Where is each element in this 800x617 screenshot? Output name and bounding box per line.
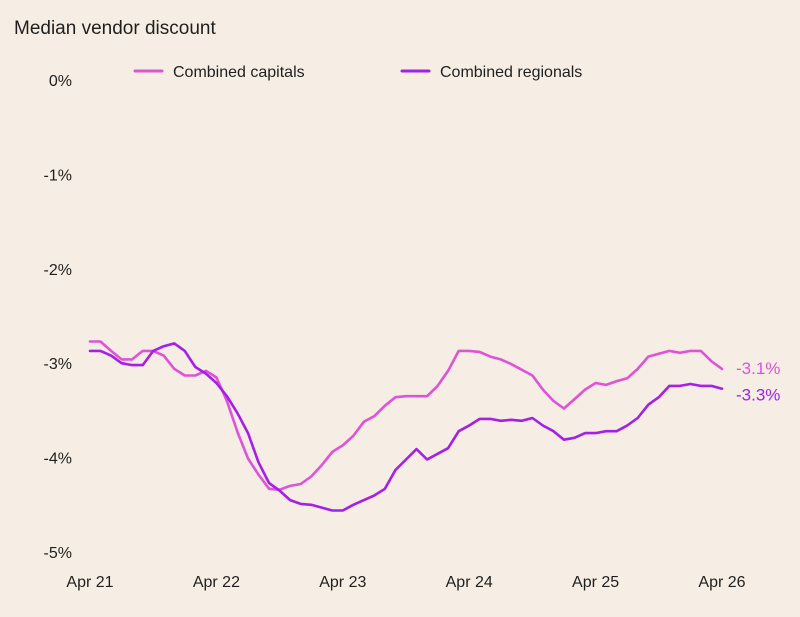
y-tick-label: -5%	[44, 545, 72, 562]
y-tick-label: -1%	[44, 167, 72, 184]
series-line-combined-capitals	[88, 340, 724, 492]
y-axis-ticks: 0% -1% -2% -3% -4% -5%	[44, 73, 72, 562]
series-line-combined-regionals	[88, 342, 724, 512]
x-tick-label: Apr 24	[446, 574, 493, 591]
x-tick-label: Apr 26	[698, 574, 745, 591]
series-lines	[88, 340, 724, 512]
x-tick-label: Apr 21	[66, 574, 113, 591]
y-tick-label: -4%	[44, 451, 72, 468]
series-end-label: -3.1%	[736, 359, 780, 378]
legend: Combined capitals Combined regionals	[133, 64, 582, 81]
end-labels: -3.1% -3.3%	[736, 359, 780, 405]
x-axis-ticks: Apr 21 Apr 22 Apr 23 Apr 24 Apr 25 Apr 26	[66, 574, 745, 591]
series-end-label: -3.3%	[736, 386, 780, 405]
x-tick-label: Apr 22	[193, 574, 240, 591]
legend-label: Combined capitals	[173, 64, 305, 81]
legend-label: Combined regionals	[440, 64, 582, 81]
x-tick-label: Apr 25	[572, 574, 619, 591]
y-tick-label: 0%	[49, 73, 72, 90]
y-tick-label: -3%	[44, 356, 72, 373]
x-tick-label: Apr 23	[319, 574, 366, 591]
y-axis-title: Median vendor discount	[14, 18, 216, 39]
y-tick-label: -2%	[44, 262, 72, 279]
